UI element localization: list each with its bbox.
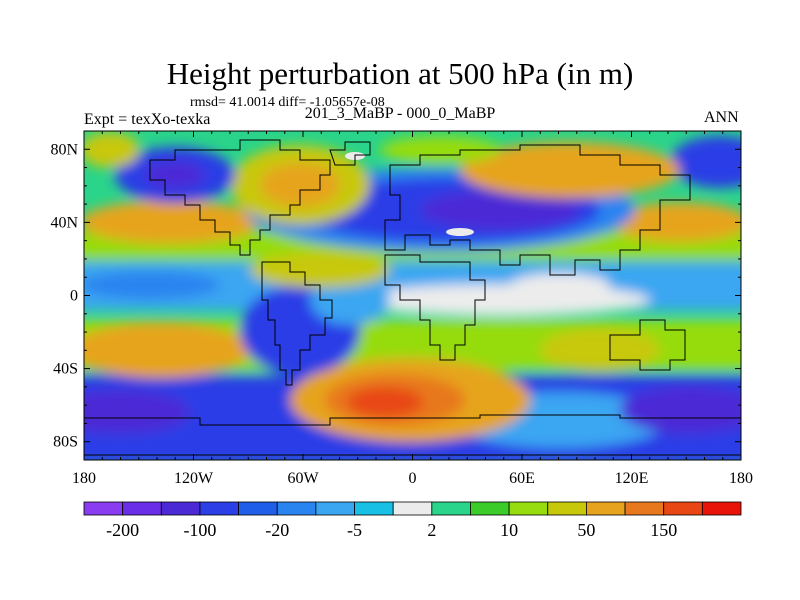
y-tick-label: 80S [53,434,78,451]
colorbar-swatch [624,501,665,516]
colorbar-label: 10 [500,520,518,540]
axis-ticks: 180 120W 60W 0 60E 120E 180 80N 40N 0 40S 80S [50,131,753,487]
x-tick-label: 180 [729,470,753,487]
x-tick-label: 180 [72,470,96,487]
colorbar-label: 2 [427,520,436,540]
colorbar-swatch [199,501,239,516]
y-tick-label: 40N [50,214,78,231]
subtitle-label: 201_3_MaBP - 000_0_MaBP [304,105,496,122]
colorbar-label: 50 [577,520,595,540]
colorbar-swatch [160,501,201,516]
colorbar-swatch [663,501,703,516]
x-tick-label: 0 [409,470,417,487]
stats-label: rmsd= 41.0014 diff= -1.05657e-08 [190,95,385,110]
colorbar-label: 150 [650,520,677,540]
y-tick-label: 0 [70,288,78,305]
colorbar-label: -200 [106,520,139,540]
colorbar-swatch [122,501,162,516]
colorbar-swatch [354,501,394,516]
colorbar-swatch [276,501,317,516]
chart-title: Height perturbation at 500 hPa (in m) [166,56,634,91]
colorbar-label: -20 [265,520,289,540]
heatmap-field [84,131,741,460]
colorbar-label: -100 [183,520,216,540]
x-tick-label: 60W [287,470,319,487]
x-tick-label: 120W [174,470,214,487]
colorbar-swatch [315,501,355,516]
colorbar: -200 -100 -20 -5 2 10 50 150 [83,501,742,540]
experiment-label: Expt = texXo-texka [84,111,211,128]
colorbar-swatch [701,501,742,516]
y-tick-label: 40S [53,361,78,378]
colorbar-swatch [547,501,587,516]
season-label: ANN [704,109,739,126]
colorbar-swatch [586,501,626,516]
colorbar-swatch [470,501,510,516]
colorbar-swatch [83,501,124,516]
y-tick-label: 80N [50,141,78,158]
colorbar-swatch [238,501,278,516]
colorbar-swatch [431,501,471,516]
x-tick-label: 120E [615,470,649,487]
x-tick-label: 60E [509,470,535,487]
colorbar-label: -5 [347,520,362,540]
colorbar-swatch [392,501,433,516]
colorbar-swatch [508,501,549,516]
